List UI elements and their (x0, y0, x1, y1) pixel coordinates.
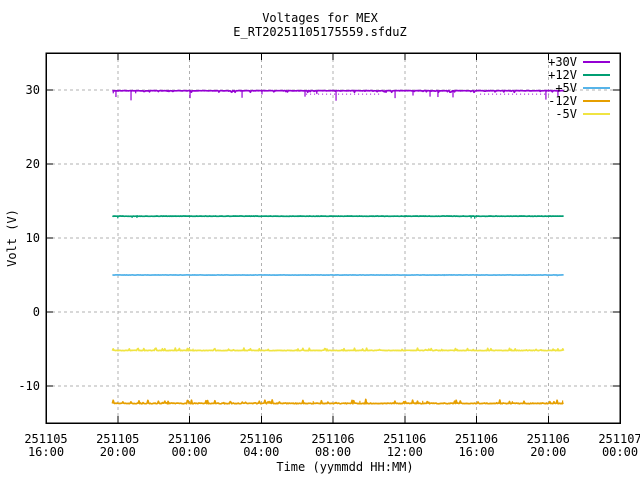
tick-labels: 25110516:0025110520:0025110600:002511060… (18, 83, 640, 459)
series-line--12V (111, 398, 564, 405)
legend-label--12V: -12V (548, 94, 577, 108)
x-tick-date: 251106 (383, 432, 426, 446)
y-axis-label: Volt (V) (5, 209, 19, 267)
y-tick-label: 10 (26, 231, 40, 245)
series-line--5V (111, 347, 565, 352)
plot-frame (45, 52, 621, 424)
y-tick-label: 30 (26, 83, 40, 97)
legend-label--5V: -5V (555, 107, 577, 121)
x-tick-date: 251106 (311, 432, 354, 446)
x-tick-time: 00:00 (171, 445, 207, 459)
x-tick-time: 04:00 (243, 445, 279, 459)
x-tick-date: 251106 (240, 432, 283, 446)
x-tick-time: 08:00 (315, 445, 351, 459)
x-tick-date: 251106 (527, 432, 570, 446)
legend: +30V+12V+5V-12V-5V (548, 55, 610, 121)
legend-label-+5V: +5V (555, 81, 577, 95)
x-tick-date: 251107 (598, 432, 640, 446)
y-tick-label: -10 (18, 379, 40, 393)
x-tick-date: 251106 (455, 432, 498, 446)
x-tick-date: 251106 (168, 432, 211, 446)
chart-subtitle: E_RT20251105175559.sfduZ (233, 25, 406, 39)
x-tick-time: 20:00 (100, 445, 136, 459)
series-line-+30V (112, 89, 564, 94)
series-layer (111, 89, 565, 405)
legend-label-+30V: +30V (548, 55, 577, 69)
x-tick-time: 16:00 (28, 445, 64, 459)
x-tick-time: 20:00 (530, 445, 566, 459)
y-tick-label: 0 (33, 305, 40, 319)
x-axis-label: Time (yymmdd HH:MM) (276, 460, 413, 474)
chart-title: Voltages for MEX (262, 11, 378, 25)
grid-layer (45, 53, 621, 423)
legend-label-+12V: +12V (548, 68, 577, 82)
x-tick-time: 00:00 (602, 445, 638, 459)
y-tick-label: 20 (26, 157, 40, 171)
x-tick-date: 251105 (96, 432, 139, 446)
x-tick-time: 16:00 (458, 445, 494, 459)
x-tick-time: 12:00 (387, 445, 423, 459)
x-tick-date: 251105 (24, 432, 67, 446)
